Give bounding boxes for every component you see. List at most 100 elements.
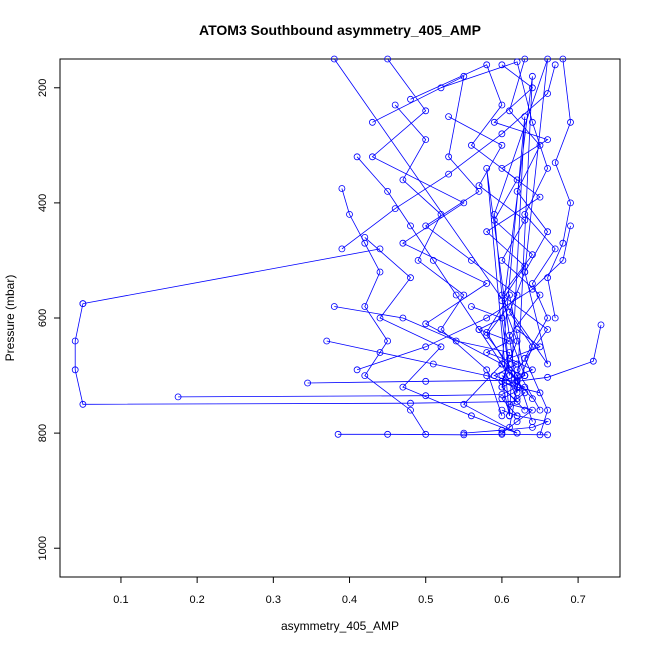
data-point — [529, 395, 536, 403]
y-axis: 200 400 600 800 1000 — [37, 79, 61, 560]
data-point — [498, 406, 506, 414]
data-point — [529, 406, 536, 414]
data-point — [460, 429, 468, 437]
data-point — [506, 291, 513, 299]
data-point — [513, 58, 521, 66]
series-line — [341, 64, 556, 250]
data-point — [368, 153, 376, 161]
data-point — [529, 84, 536, 92]
data-point — [376, 245, 384, 253]
data-point — [399, 383, 407, 391]
data-point — [521, 55, 529, 63]
data-point — [559, 239, 567, 247]
series-4 — [79, 245, 384, 308]
data-point — [544, 228, 551, 236]
series-11 — [407, 61, 551, 414]
series-5 — [334, 430, 551, 439]
data-point — [498, 426, 506, 434]
data-point — [498, 395, 506, 403]
data-point — [498, 314, 506, 322]
series-line — [440, 61, 556, 435]
series-line — [356, 156, 518, 399]
data-point — [536, 193, 544, 201]
series-line — [82, 248, 381, 304]
data-point — [445, 113, 453, 120]
data-point — [498, 297, 506, 305]
data-point — [414, 256, 422, 264]
data-point — [467, 412, 475, 420]
data-point — [79, 400, 87, 408]
data-point — [79, 300, 87, 308]
data-point — [376, 349, 384, 356]
data-point — [376, 314, 384, 322]
data-point — [384, 187, 392, 195]
data-point — [536, 343, 544, 351]
data-point — [384, 430, 392, 438]
series-line — [326, 340, 541, 394]
data-point — [559, 55, 567, 63]
series-21 — [361, 233, 521, 437]
data-point — [422, 320, 430, 328]
data-point — [506, 337, 513, 345]
data-point — [521, 262, 529, 270]
series-line — [371, 58, 518, 434]
data-point — [353, 153, 361, 161]
data-point — [490, 216, 498, 224]
data-point — [391, 101, 399, 109]
data-point — [529, 366, 536, 374]
data-point — [544, 136, 551, 144]
data-point — [361, 372, 369, 380]
data-point — [529, 72, 536, 80]
x-tick-label: 0.4 — [342, 594, 357, 606]
data-point — [460, 400, 468, 408]
series-line — [372, 75, 533, 422]
data-point — [513, 337, 521, 345]
y-tick-label: 800 — [37, 424, 49, 442]
series-line — [341, 188, 427, 435]
data-point — [536, 389, 544, 397]
data-point — [544, 360, 551, 368]
x-tick-label: 0.7 — [570, 594, 585, 606]
data-point — [544, 314, 551, 322]
data-point — [361, 303, 369, 310]
data-point — [460, 199, 468, 207]
data-point — [490, 118, 498, 126]
data-point — [460, 291, 468, 299]
data-point — [384, 55, 392, 63]
data-point — [334, 430, 342, 438]
series-line — [334, 306, 526, 411]
series-3 — [174, 372, 521, 401]
series-line — [394, 104, 503, 416]
y-tick-label: 400 — [37, 194, 49, 212]
data-point — [544, 431, 551, 439]
data-point — [452, 337, 460, 345]
data-point — [422, 136, 430, 144]
data-point — [483, 280, 491, 287]
data-point — [399, 314, 407, 322]
data-point — [567, 199, 574, 207]
series-line — [74, 303, 526, 405]
data-point — [376, 268, 384, 276]
series-8 — [338, 185, 430, 438]
data-point — [407, 406, 414, 414]
data-point — [551, 245, 559, 253]
series-line — [364, 237, 518, 434]
data-point — [422, 107, 430, 115]
x-tick-label: 0.1 — [113, 594, 128, 606]
data-point — [498, 141, 506, 149]
data-point — [513, 360, 521, 368]
plot-area — [71, 55, 605, 439]
series-line — [471, 306, 526, 417]
data-point — [338, 185, 346, 192]
data-point — [536, 431, 544, 439]
y-tick-label: 1000 — [37, 536, 49, 560]
data-point — [422, 430, 430, 438]
data-point — [353, 366, 361, 374]
data-point — [529, 251, 536, 259]
x-tick-label: 0.2 — [189, 594, 204, 606]
series-2 — [71, 300, 529, 408]
data-point — [559, 256, 567, 264]
data-point — [529, 285, 536, 293]
data-point — [338, 245, 346, 253]
data-point — [498, 130, 506, 138]
